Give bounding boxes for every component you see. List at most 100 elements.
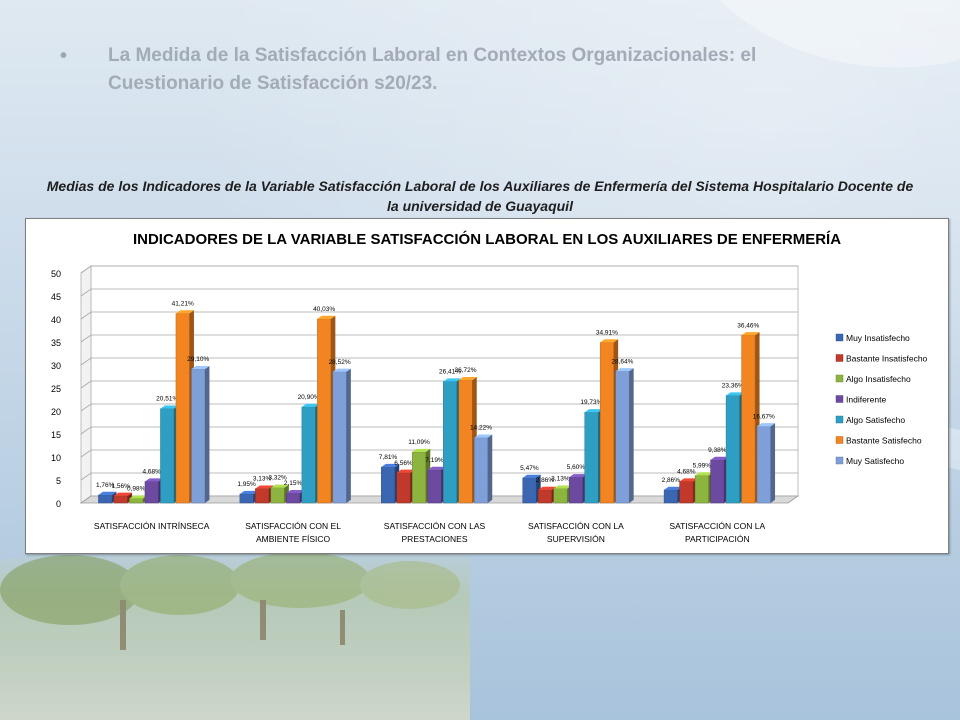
data-label: 20,51% <box>156 396 178 403</box>
x-category-label: SATISFACCIÓN CON LA <box>528 521 624 531</box>
y-tick-label: 5 <box>56 476 61 486</box>
data-label: 36,46% <box>737 322 759 329</box>
data-label: 2,86% <box>662 477 681 484</box>
data-label: 3,32% <box>268 475 287 482</box>
bar-side-6-1 <box>346 368 351 503</box>
data-label: 3,13% <box>551 476 570 483</box>
data-label: 14,22% <box>470 425 492 432</box>
bar-1-0 <box>113 495 128 504</box>
data-label: 20,90% <box>298 394 320 401</box>
bar-top-4-3 <box>584 409 603 413</box>
bar-3-4 <box>710 459 725 504</box>
bar-6-2 <box>474 437 488 504</box>
bar-top-0-3 <box>522 474 541 478</box>
legend-swatch <box>835 333 844 342</box>
bar-top-5-0 <box>175 310 194 314</box>
y-tick-label: 50 <box>51 269 61 279</box>
gridline <box>80 426 798 435</box>
y-tick-label: 40 <box>51 315 61 325</box>
legend-swatch <box>835 354 844 362</box>
legend-label: Bastante Satisfecho <box>846 436 922 446</box>
data-label: 40,03% <box>313 306 335 313</box>
data-label: 19,73% <box>580 399 602 406</box>
x-category-label: SATISFACCIÓN INTRÍNSECA <box>94 521 210 531</box>
bar-4-2 <box>443 381 457 504</box>
data-label: 26,72% <box>454 367 476 374</box>
bar-top-3-1 <box>286 489 305 494</box>
data-label: 7,81% <box>379 454 398 461</box>
bar-2-1 <box>270 487 285 504</box>
y-tick-label: 35 <box>51 338 61 348</box>
data-label: 5,99% <box>693 462 712 469</box>
x-category-label: SATISFACCIÓN CON LAS <box>384 521 486 531</box>
x-category-label: PARTICIPACIÓN <box>685 534 750 544</box>
bar-2-3 <box>553 488 568 504</box>
bar-top-4-1 <box>301 403 320 407</box>
bar-top-3-0 <box>144 478 163 482</box>
bar-top-6-3 <box>615 368 634 372</box>
bar-4-4 <box>725 395 740 504</box>
bar-top-4-2 <box>443 378 462 382</box>
y-tick-label: 25 <box>51 384 61 394</box>
bar-top-6-1 <box>332 368 351 372</box>
chart-container: INDICADORES DE LA VARIABLE SATISFACCIÓN … <box>25 218 949 554</box>
x-category-label: SATISFACCIÓN CON LA <box>669 521 765 531</box>
data-label: 1,95% <box>237 481 256 488</box>
gridline <box>80 265 798 274</box>
data-label: 29,10% <box>187 356 209 363</box>
bar-5-2 <box>458 379 473 504</box>
bar-4-0 <box>160 408 175 504</box>
bar-3-0 <box>144 481 159 504</box>
data-label: 28,52% <box>329 359 351 366</box>
data-label: 6,56% <box>394 460 413 467</box>
data-label: 23,36% <box>722 383 744 390</box>
bar-top-1-2 <box>396 469 415 473</box>
data-label: 1,76% <box>96 482 115 489</box>
bar-top-5-4 <box>741 332 760 336</box>
x-category-label: SATISFACCIÓN CON EL <box>245 521 341 531</box>
bar-side-6-3 <box>629 368 634 503</box>
bar-top-1-4 <box>679 478 698 482</box>
bar-0-0 <box>98 494 113 504</box>
bar-top-0-0 <box>98 491 117 495</box>
data-label: 11,09% <box>408 439 430 446</box>
bar-top-2-2 <box>412 448 431 452</box>
legend-label: Muy Insatisfecho <box>846 333 910 343</box>
slide-title: • La Medida de la Satisfacción Laboral e… <box>60 42 920 98</box>
y-tick-label: 30 <box>51 361 61 371</box>
data-label: 34,91% <box>596 329 618 336</box>
bar-top-6-4 <box>757 423 776 427</box>
gridline <box>80 449 798 458</box>
y-tick-label: 20 <box>51 407 61 417</box>
chart-caption: Medias de los Indicadores de la Variable… <box>46 178 914 214</box>
bar-top-1-0 <box>113 492 132 496</box>
bar-3-3 <box>568 477 583 504</box>
bar-top-4-4 <box>726 392 745 396</box>
data-label: 5,60% <box>567 464 586 471</box>
bar-top-3-2 <box>427 466 446 470</box>
data-label: 28,64% <box>611 358 633 365</box>
slide-title-text: La Medida de la Satisfacción Laboral en … <box>108 45 757 94</box>
data-label: 2,86% <box>536 477 555 484</box>
bar-top-2-1 <box>270 484 289 488</box>
bar-5-1 <box>317 318 332 504</box>
bar-2-2 <box>412 451 426 504</box>
y-tick-label: 15 <box>51 430 61 440</box>
data-label: 9,38% <box>708 447 727 454</box>
bar-0-4 <box>663 489 678 504</box>
bar-top-0-4 <box>664 486 683 490</box>
bar-3-1 <box>286 492 301 504</box>
bar-6-0 <box>191 368 206 504</box>
data-label: 26,41% <box>439 369 461 376</box>
bar-top-5-3 <box>600 339 619 343</box>
bar-top-0-1 <box>239 490 258 495</box>
bar-top-1-1 <box>255 485 274 489</box>
bar-1-2 <box>396 472 411 504</box>
bar-side-6-0 <box>204 365 210 503</box>
legend-swatch <box>835 395 844 403</box>
data-label: 41,21% <box>172 300 194 307</box>
data-label: 2,15% <box>284 480 303 487</box>
legend-label: Muy Satisfecho <box>846 456 904 466</box>
bar-top-2-0 <box>129 495 148 499</box>
bar-top-4-0 <box>160 405 179 409</box>
